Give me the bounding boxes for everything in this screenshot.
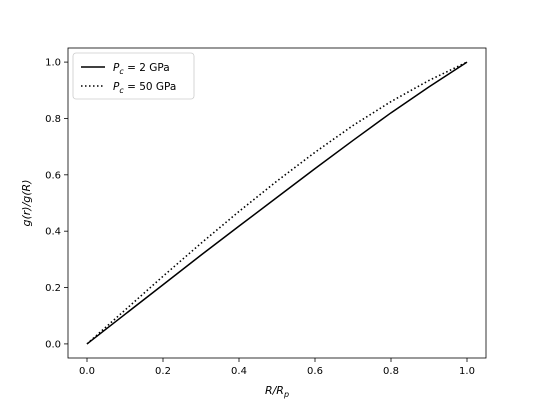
x-axis-label-sub: p	[283, 390, 289, 399]
x-tick-label: 0.6	[307, 366, 323, 377]
x-axis: 0.0 0.2 0.4 0.6 0.8 1.0	[79, 358, 475, 377]
y-axis-label: g(r)/g(R)	[20, 179, 33, 226]
x-axis-label-main: R/R	[265, 384, 284, 397]
x-axis-label: R/Rp	[265, 384, 289, 399]
y-tick-label: 1.0	[45, 58, 61, 69]
plot-area	[86, 61, 468, 345]
y-axis: 0.0 0.2 0.4 0.6 0.8 1.0	[45, 58, 68, 350]
y-tick-label: 0.8	[45, 114, 61, 125]
x-tick-label: 0.0	[79, 366, 95, 377]
x-tick-label: 0.2	[155, 366, 171, 377]
x-tick-label: 0.8	[383, 366, 399, 377]
legend-box	[72, 52, 195, 100]
series-line-2	[86, 61, 468, 345]
y-tick-label: 0.0	[45, 339, 61, 350]
y-tick-label: 0.6	[45, 170, 61, 181]
legend-label-2: Pc = 50 GPa	[113, 81, 176, 95]
legend-label-1: Pc = 2 GPa	[113, 62, 170, 76]
y-tick-label: 0.2	[45, 283, 61, 294]
series-line-1	[86, 61, 468, 345]
x-tick-label: 1.0	[459, 366, 475, 377]
legend: Pc = 2 GPa Pc = 50 GPa	[72, 52, 195, 100]
y-tick-label: 0.4	[45, 227, 61, 238]
axes-frame	[67, 47, 487, 359]
x-tick-label: 0.4	[231, 366, 247, 377]
